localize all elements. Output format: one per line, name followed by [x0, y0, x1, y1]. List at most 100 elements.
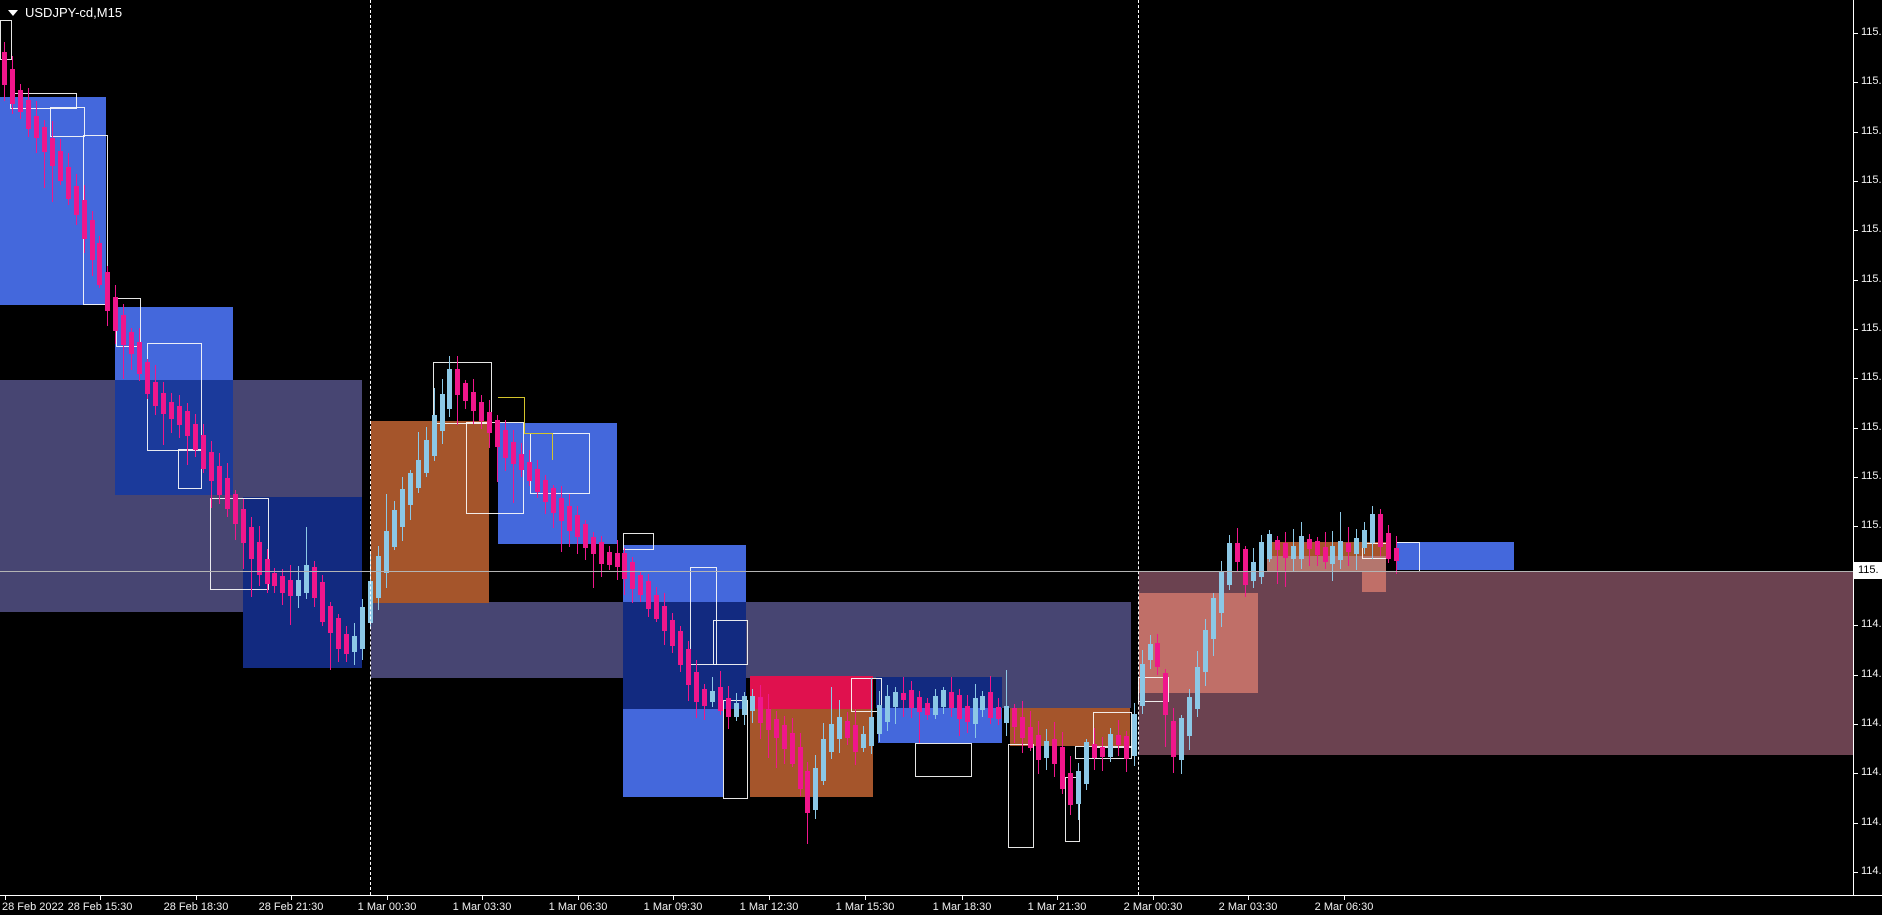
- time-tick: [1057, 895, 1058, 900]
- price-box-outline: [178, 449, 202, 489]
- candle-body: [1283, 543, 1288, 558]
- candle-body: [527, 462, 532, 481]
- candle-body: [1338, 541, 1343, 560]
- zone-supply-blue-3: [623, 545, 746, 602]
- candle-body: [257, 542, 262, 575]
- candle-body: [225, 478, 230, 509]
- time-tick: [482, 895, 483, 900]
- candle-body: [447, 369, 452, 409]
- day-separator-line: [370, 0, 371, 895]
- price-tick: [1853, 477, 1858, 478]
- candle-body: [1307, 539, 1312, 549]
- zone-supply-blue-current: [1396, 542, 1514, 570]
- candle-body: [1004, 706, 1009, 723]
- price-box-outline: [1075, 746, 1132, 759]
- price-tick-label: 115.: [1861, 75, 1882, 87]
- candle-body: [34, 116, 39, 138]
- candle-body: [829, 724, 834, 752]
- candle-body: [758, 697, 763, 723]
- price-tick: [1853, 823, 1858, 824]
- price-box-outline: [1396, 542, 1420, 572]
- candle-body: [82, 200, 87, 239]
- candle-body: [782, 725, 787, 749]
- time-tick: [1153, 895, 1154, 900]
- candle-body: [280, 576, 285, 593]
- candle-body: [400, 489, 405, 527]
- chart-frame-bottom: [0, 895, 1882, 896]
- candle-body: [90, 220, 95, 260]
- candle-body: [1132, 714, 1137, 756]
- price-tick-label: 115.: [1861, 26, 1882, 38]
- price-tick-label: 115.: [1861, 273, 1882, 285]
- candle-body: [980, 696, 985, 710]
- time-tick-label: 28 Feb 15:30: [67, 901, 133, 913]
- candle-body: [1068, 773, 1073, 805]
- time-tick: [387, 895, 388, 900]
- candle-body: [304, 565, 309, 593]
- dropdown-triangle-icon[interactable]: [8, 9, 18, 16]
- candle-wick: [330, 602, 331, 670]
- price-box-outline: [433, 362, 492, 424]
- candle-body: [965, 706, 970, 722]
- candle-wick: [306, 527, 307, 599]
- price-tick-label: 115.: [1861, 174, 1882, 186]
- candle-body: [790, 733, 795, 764]
- candle-body: [66, 167, 71, 199]
- candle-body: [145, 362, 150, 394]
- time-tick-label: 2 Mar 03:30: [1218, 901, 1278, 913]
- time-tick-label: 1 Mar 12:30: [739, 901, 799, 913]
- candle-body: [1028, 727, 1033, 748]
- candle-body: [917, 697, 922, 712]
- candle-body: [821, 739, 826, 781]
- candle-body: [718, 687, 723, 711]
- candle-body: [1291, 546, 1296, 559]
- time-tick-label: 1 Mar 15:30: [835, 901, 895, 913]
- time-tick-label: 1 Mar 21:30: [1027, 901, 1087, 913]
- candle-body: [463, 383, 468, 401]
- candle-wick: [871, 678, 872, 754]
- candle-body: [1012, 708, 1017, 727]
- price-tick-label: 115.: [1861, 519, 1882, 531]
- candle-body: [288, 580, 293, 596]
- zone-demand-blue-right: [878, 708, 1002, 743]
- candle-wick: [1340, 512, 1341, 569]
- candle-body: [440, 394, 445, 431]
- candle-body: [1108, 734, 1113, 757]
- zone-demand-sienna-mid: [371, 421, 489, 603]
- candle-body: [129, 332, 134, 354]
- candle-wick: [919, 691, 920, 743]
- candle-body: [988, 692, 993, 718]
- price-tick-label: 115.: [1861, 470, 1882, 482]
- candle-body: [957, 695, 962, 719]
- candle-body: [1187, 697, 1192, 736]
- candle-body: [1211, 598, 1216, 639]
- time-tick-label: 1 Mar 03:30: [452, 901, 512, 913]
- candle-body: [1116, 735, 1121, 745]
- time-tick-label: 1 Mar 09:30: [643, 901, 703, 913]
- time-tick: [578, 895, 579, 900]
- candle-body: [1235, 543, 1240, 562]
- price-tick: [1853, 82, 1858, 83]
- candle-body: [1370, 514, 1375, 543]
- candle-body: [185, 411, 190, 436]
- day-separator-line: [1138, 0, 1139, 895]
- candle-body: [376, 556, 381, 598]
- price-box-outline: [623, 533, 654, 550]
- candle-body: [1299, 536, 1304, 559]
- candle-body: [877, 705, 882, 734]
- candle-body: [42, 127, 47, 152]
- candle-body: [1100, 747, 1105, 757]
- zone-supply-blue-topleft: [0, 97, 106, 305]
- price-tick: [1853, 181, 1858, 182]
- candle-body: [607, 552, 612, 565]
- candle-body: [710, 691, 715, 702]
- candle-body: [1155, 643, 1160, 667]
- price-tick-label: 114.: [1861, 668, 1882, 680]
- candle-body: [479, 402, 484, 421]
- candle-body: [551, 488, 556, 513]
- candle-body: [360, 607, 365, 649]
- candle-body: [312, 567, 317, 598]
- candle-body: [432, 415, 437, 456]
- candle-body: [392, 510, 397, 547]
